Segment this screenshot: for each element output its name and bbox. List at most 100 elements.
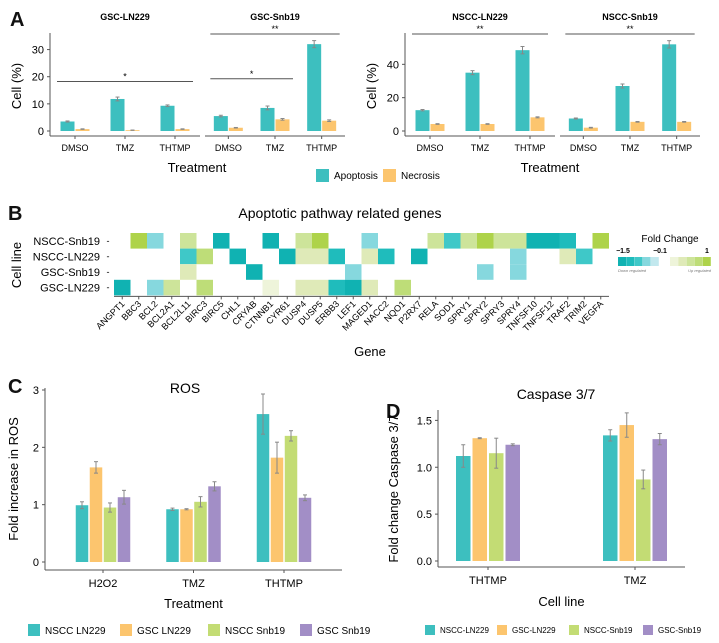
legend-swatch: [120, 624, 132, 636]
heatmap-cell: [328, 279, 345, 296]
bar-gsc-ln229: [180, 509, 193, 562]
row-tick: -: [107, 283, 110, 293]
heatmap-cell: [427, 233, 444, 249]
bar-apoptosis: [213, 116, 228, 131]
row-tick: -: [107, 267, 110, 277]
bar-nscc-ln229: [603, 435, 618, 561]
legend-swatch-down: [642, 257, 651, 266]
y-axis-title: Cell (%): [9, 63, 24, 109]
bar-apoptosis: [60, 121, 75, 131]
y-axis-title: Fold increase in ROS: [6, 417, 21, 541]
legend-tick-label: −1.5: [616, 248, 630, 255]
bar-apoptosis: [615, 86, 630, 131]
bar-necrosis: [677, 121, 692, 131]
bar-gsc-snb19: [117, 497, 131, 562]
x-tick-label: TMZ: [624, 575, 647, 587]
bar-apoptosis: [662, 44, 677, 132]
heatmap-cell: [361, 233, 378, 249]
legend-label: Necrosis: [401, 171, 440, 182]
row-tick: -: [107, 236, 110, 246]
y-axis-title: Cell (%): [364, 63, 379, 109]
x-tick-label: DMSO: [215, 143, 242, 153]
bar-nscc-ln229: [75, 505, 89, 562]
row-label: GSC-Snb19: [41, 267, 100, 279]
heatmap-cell: [328, 248, 345, 265]
x-tick-label: TMZ: [116, 143, 135, 153]
bar-apoptosis: [160, 105, 175, 131]
heatmap-cell: [345, 279, 362, 296]
legend-title: Fold Change: [641, 234, 699, 245]
significance-label: **: [626, 24, 634, 34]
bar-gsc-snb19: [505, 444, 520, 561]
bar-necrosis: [480, 124, 495, 131]
legend-label: Apoptosis: [334, 171, 378, 182]
heatmap-cell: [477, 233, 494, 249]
bar-gsc-ln229: [472, 438, 487, 561]
x-tick-label: H2O2: [89, 578, 118, 590]
legend-label: NSCC Snb19: [225, 626, 285, 637]
legend: NSCC LN229 GSC LN229 NSCC Snb19 GSC Snb19: [28, 624, 371, 637]
bar-necrosis: [430, 124, 445, 131]
heatmap-cell: [213, 233, 230, 249]
heatmap-cell: [196, 279, 213, 296]
legend-label: NSCC-LN229: [440, 626, 489, 635]
facet-nscc-snb19: NSCC-Snb19 DMSO TMZ THTMP **: [560, 12, 700, 153]
heatmap-cell: [295, 279, 312, 296]
heatmap-cell: [543, 233, 560, 249]
panel-b: Apoptotic pathway related genes NSCC-Snb1…: [9, 205, 712, 359]
legend-swatch-down: [618, 257, 626, 266]
heatmap-cell: [114, 279, 131, 296]
legend-swatch-apoptosis: [316, 169, 329, 182]
heatmap-cell: [147, 233, 164, 249]
heatmap-cell: [312, 233, 329, 249]
heatmap-cell: [576, 248, 593, 265]
heatmap-cell: [312, 248, 329, 265]
legend-swatch: [569, 625, 579, 635]
heatmap-cell: [180, 248, 197, 265]
heatmap-cell: [163, 279, 180, 296]
bar-apoptosis: [515, 50, 530, 131]
x-axis-title: Cell line: [538, 594, 584, 609]
row-label: NSCC-LN229: [33, 251, 100, 263]
x-axis-title: Treatment: [521, 160, 580, 175]
legend-swatch: [300, 624, 312, 636]
x-tick-label: THTMP: [469, 575, 507, 587]
heatmap-cell: [592, 233, 609, 249]
bar-gsc-snb19: [298, 497, 312, 562]
bar-necrosis: [275, 119, 290, 131]
legend-swatch-up: [678, 257, 687, 266]
y-tick-label: 0: [38, 126, 44, 138]
panel-d: Caspase 3/7 0.0 0.5 1.0 1.5 THTMP TMZ Fold chan…: [386, 386, 702, 635]
bar-gsc-snb19: [208, 486, 221, 562]
bar-necrosis: [175, 129, 190, 131]
legend-swatch: [497, 625, 507, 635]
bar-nscc-snb19: [284, 435, 298, 562]
bar-nscc-snb19: [636, 479, 651, 561]
legend-label: GSC-Snb19: [658, 626, 702, 635]
bar-necrosis: [630, 121, 645, 131]
legend-swatch-down: [626, 257, 635, 266]
legend-down-label: Down regulated: [618, 268, 647, 273]
panel-c: ROS 0 1 2 3 H2O2 TMZ THTMP Fold increase in ROS T…: [6, 380, 371, 637]
heatmap-cell: [345, 264, 362, 280]
heatmap-cell: [460, 233, 477, 249]
bar-necrosis: [322, 120, 337, 131]
heatmap-cell: [196, 248, 213, 265]
y-axis-title: Fold change Caspase 3/7: [386, 414, 401, 562]
significance-label: **: [271, 24, 279, 34]
heatmap-cell: [295, 248, 312, 265]
row-label: NSCC-Snb19: [33, 236, 100, 248]
bar-gsc-snb19: [652, 439, 667, 561]
bar-apoptosis: [307, 44, 322, 132]
heatmap-cell: [262, 233, 279, 249]
legend-swatch-necrosis: [383, 169, 396, 182]
x-tick-label: TMZ: [266, 143, 285, 153]
legend-swatch-down: [650, 257, 659, 266]
row-tick: -: [107, 251, 110, 261]
legend-swatch: [425, 625, 435, 635]
heatmap-cell: [295, 233, 312, 249]
facet-title: GSC-Snb19: [250, 12, 300, 22]
y-tick-label: 1: [33, 500, 39, 512]
